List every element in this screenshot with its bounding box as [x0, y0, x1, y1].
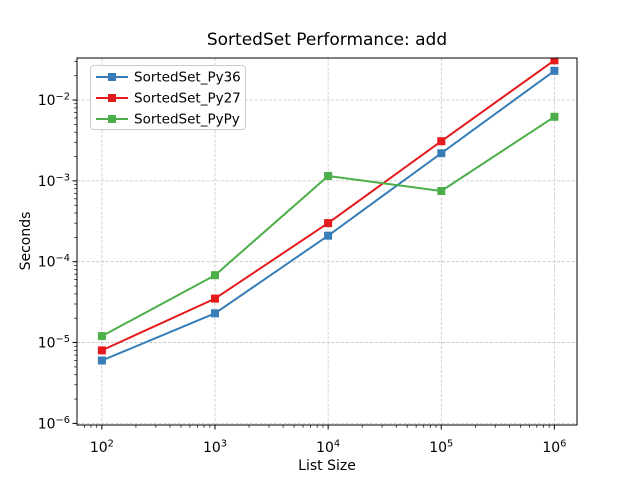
x-tick-label: 102: [90, 439, 114, 457]
y-axis-label: Seconds: [18, 212, 34, 271]
data-point-marker: [97, 346, 106, 355]
legend-marker: [108, 94, 116, 102]
data-point-marker: [437, 187, 446, 195]
x-tick-label: 106: [542, 439, 566, 457]
legend-box: [90, 65, 246, 130]
data-point-marker: [324, 172, 333, 180]
plot-area: 102 103 104 105 106 10−2 10−3 10−4 10−5 10−6 Sorte…: [38, 57, 578, 456]
legend-item-SortedSet_Py36: SortedSet_Py36: [96, 70, 241, 86]
data-point-marker: [437, 137, 446, 146]
data-point-marker: [324, 219, 333, 228]
x-tick-label: 104: [316, 439, 340, 457]
data-point-marker: [550, 58, 559, 65]
legend-item-SortedSet_Py27: SortedSet_Py27: [96, 91, 241, 107]
data-point-marker: [211, 309, 219, 318]
tick-labels: 102 103 104 105 106 10−2 10−3 10−4 10−5 10−6: [38, 92, 567, 456]
y-tick-label: 10−6: [38, 415, 70, 433]
x-tick-label: 105: [429, 439, 453, 457]
series-SortedSet_Py36: [97, 66, 559, 365]
series-layer: [97, 58, 559, 365]
data-point-marker: [97, 356, 106, 365]
chart-grid: [77, 58, 577, 425]
data-point-marker: [211, 271, 219, 280]
chart-frame: [76, 57, 578, 426]
chart-title: SortedSet Performance: add: [207, 30, 447, 50]
y-tick-label: 10−2: [38, 92, 70, 110]
x-axis-label: List Size: [298, 458, 356, 474]
axis-ticks: [72, 61, 555, 430]
legend-label: SortedSet_Py36: [134, 70, 241, 86]
legend-label: SortedSet_Py27: [134, 91, 241, 107]
data-point-marker: [437, 149, 446, 158]
legend-label: SortedSet_PyPy: [134, 112, 240, 128]
data-point-marker: [550, 66, 559, 75]
legend-marker: [108, 73, 116, 81]
series-SortedSet_Py27: [97, 58, 559, 355]
y-tick-label: 10−5: [38, 334, 70, 352]
legend: SortedSet_Py36 SortedSet_Py27 SortedSet_Py…: [90, 65, 246, 130]
y-tick-label: 10−3: [38, 172, 70, 190]
data-point-marker: [211, 294, 219, 303]
series-SortedSet_PyPy: [97, 112, 559, 341]
x-tick-label: 103: [203, 439, 227, 457]
legend-marker: [108, 115, 116, 123]
data-point-marker: [97, 332, 106, 341]
legend-item-SortedSet_PyPy: SortedSet_PyPy: [96, 112, 240, 128]
data-point-marker: [550, 112, 559, 121]
data-point-marker: [324, 231, 333, 240]
y-tick-label: 10−4: [38, 253, 70, 271]
